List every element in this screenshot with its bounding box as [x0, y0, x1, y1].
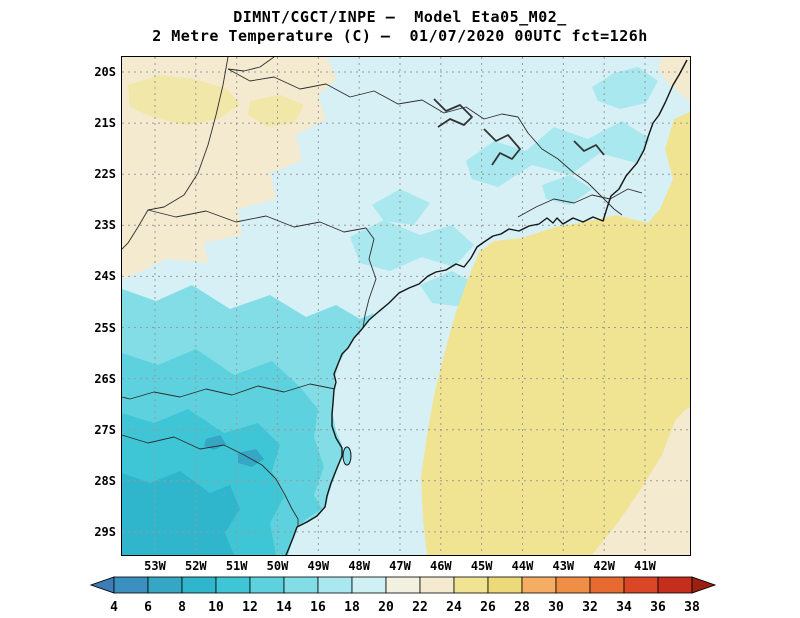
colorbar-segment-32-34 — [589, 576, 625, 594]
colorbar-segment-28-30 — [521, 576, 557, 594]
colorbar-tick-34: 34 — [616, 600, 632, 615]
island-outline — [342, 446, 352, 466]
state-border-line — [122, 383, 336, 400]
colorbar-tick-26: 26 — [480, 600, 496, 615]
lon-tick-53W: 53W — [144, 559, 166, 573]
temp-region-cool-patch-center-1 — [372, 189, 430, 225]
temp-region-warm-patch-nw-2 — [248, 95, 304, 127]
lon-tick-42W: 42W — [593, 559, 615, 573]
coastline — [285, 59, 688, 555]
colorbar-tick-28: 28 — [514, 600, 530, 615]
colorbar-tick-8: 8 — [178, 600, 186, 615]
river-line — [433, 98, 473, 128]
lon-tick-45W: 45W — [470, 559, 493, 573]
colorbar-tick-22: 22 — [412, 600, 428, 615]
colorbar-tick-30: 30 — [548, 600, 564, 615]
colorbar-segment-8-10 — [181, 576, 217, 594]
colorbar-segment-12-14 — [249, 576, 285, 594]
state-border-line — [227, 68, 623, 216]
temperature-map — [121, 56, 691, 556]
colorbar-tick-10: 10 — [208, 600, 224, 615]
colorbar-tick-20: 20 — [378, 600, 394, 615]
colorbar-segment-26-28 — [487, 576, 523, 594]
colorbar-tick-16: 16 — [310, 600, 326, 615]
lat-tick-23S: 23S — [94, 218, 116, 233]
colorbar-arrow-right — [691, 576, 717, 594]
lon-tick-50W: 50W — [266, 559, 289, 573]
colorbar: 4 6 8 10 12 14 16 18 20 22 24 26 28 30 32 34 36 38 — [89, 576, 717, 618]
colorbar-segment-6-8 — [147, 576, 183, 594]
lon-tick-47W: 47W — [389, 559, 411, 573]
temp-region-warm-patch-nw-1 — [128, 75, 240, 125]
colorbar-segment-30-32 — [555, 576, 591, 594]
lat-tick-27S: 27S — [94, 422, 116, 437]
lat-tick-24S: 24S — [94, 269, 116, 284]
temp-region-ocean-mild-se — [592, 407, 690, 555]
lon-tick-51W: 51W — [225, 559, 248, 573]
state-border-line — [517, 188, 643, 218]
colorbar-tick-38: 38 — [684, 600, 700, 615]
lon-tick-49W: 49W — [307, 559, 330, 573]
colorbar-arrow-left — [89, 576, 115, 594]
state-border-line — [227, 57, 275, 72]
lat-tick-29S: 29S — [94, 524, 116, 539]
colorbar-segment-34-36 — [623, 576, 659, 594]
colorbar-tick-18: 18 — [344, 600, 360, 615]
lon-tick-41W: 41W — [634, 559, 656, 573]
colorbar-tick-24: 24 — [446, 600, 462, 615]
colorbar-tick-14: 14 — [276, 600, 292, 615]
river-line — [483, 128, 521, 166]
colorbar-segment-4-6 — [113, 576, 149, 594]
chart-title-line1: DIMNT/CGCT/INPE – Model Eta05_M02_ — [233, 8, 567, 26]
lon-tick-52W: 52W — [184, 559, 207, 573]
temp-region-ocean-warm — [421, 112, 690, 555]
lat-tick-26S: 26S — [94, 371, 116, 386]
temp-region-cool-patch-ne — [592, 67, 658, 109]
colorbar-tick-6: 6 — [144, 600, 152, 615]
temp-region-cool-patch-mantiqueira — [466, 121, 650, 187]
colorbar-tick-36: 36 — [650, 600, 666, 615]
lat-tick-20S: 20S — [94, 65, 116, 79]
colorbar-segment-18-20 — [351, 576, 387, 594]
lat-tick-21S: 21S — [94, 116, 116, 131]
colorbar-segment-36-38 — [657, 576, 693, 594]
chart-title-line2: 2 Metre Temperature (C) – 01/07/2020 00U… — [152, 27, 648, 45]
temp-region-cool-patch-rio — [542, 175, 592, 205]
temp-region-cold-core-sw — [122, 471, 240, 555]
colorbar-segment-20-22 — [385, 576, 421, 594]
colorbar-segment-14-16 — [283, 576, 319, 594]
lon-tick-43W: 43W — [552, 559, 575, 573]
colorbar-tick-12: 12 — [242, 600, 258, 615]
colorbar-tick-32: 32 — [582, 600, 598, 615]
colorbar-segment-10-12 — [215, 576, 251, 594]
colorbar-segment-24-26 — [453, 576, 489, 594]
river-line — [573, 140, 605, 156]
state-border-line — [122, 434, 299, 526]
lat-tick-22S: 22S — [94, 167, 116, 182]
lon-tick-44W: 44W — [511, 559, 534, 573]
temp-region-cold-spot-2 — [204, 435, 226, 450]
temp-region-cool-patch-center-2 — [350, 220, 474, 271]
lat-tick-28S: 28S — [94, 473, 116, 488]
temperature-map-svg — [122, 57, 690, 555]
colorbar-tick-4: 4 — [110, 600, 118, 615]
lon-tick-46W: 46W — [429, 559, 452, 573]
state-border-line — [122, 57, 229, 250]
colorbar-segment-16-18 — [317, 576, 353, 594]
state-border-line — [147, 209, 377, 329]
colorbar-segment-22-24 — [419, 576, 455, 594]
lat-tick-25S: 25S — [94, 320, 116, 335]
lon-tick-48W: 48W — [348, 559, 370, 573]
colorbar-svg: 4 6 8 10 12 14 16 18 20 22 24 26 28 30 32 34 36 38 — [89, 576, 717, 615]
